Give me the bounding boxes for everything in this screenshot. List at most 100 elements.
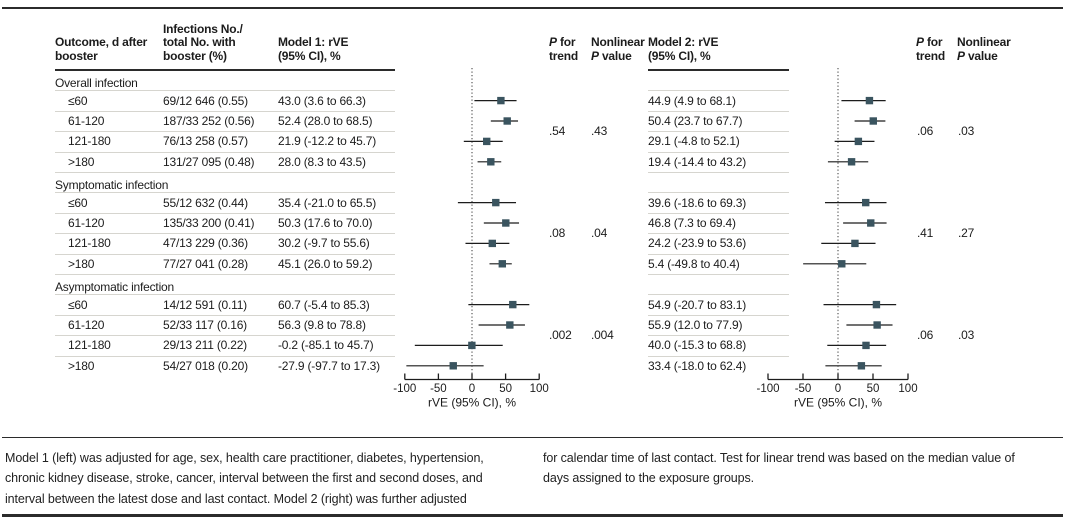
p-trend-value-model2: .06 bbox=[917, 124, 934, 139]
header-underline-model2-table bbox=[648, 69, 789, 71]
row-rule bbox=[55, 355, 395, 357]
forest-marker-model1 bbox=[487, 158, 495, 166]
row-rule bbox=[55, 233, 395, 235]
row-outcome-label: ≤60 bbox=[68, 93, 88, 108]
row-outcome-label: 61-120 bbox=[68, 114, 105, 128]
forest-marker-model2 bbox=[857, 362, 866, 370]
row-model1-value: 28.0 (8.3 to 43.5) bbox=[278, 154, 366, 169]
col-header-p-trend-model1: P for trend bbox=[549, 35, 579, 63]
forest-marker-model2 bbox=[865, 96, 874, 105]
p-trend-value-model1: .002 bbox=[549, 328, 572, 343]
x-axis-tick-label-model2: 100 bbox=[898, 383, 917, 395]
row-rule-model2 bbox=[648, 233, 789, 235]
p-trend-value-model1: .08 bbox=[549, 226, 566, 241]
row-model1-value: 56.3 (9.8 to 78.8) bbox=[278, 318, 366, 332]
row-rule bbox=[55, 151, 395, 153]
row-outcome-label: 121-180 bbox=[68, 338, 111, 353]
row-model2-value: 46.8 (7.3 to 69.4) bbox=[648, 216, 736, 230]
row-model2-value: 19.4 (-14.4 to 43.2) bbox=[648, 154, 747, 169]
row-infections-value: 76/13 258 (0.57) bbox=[163, 134, 248, 149]
row-rule-model2 bbox=[648, 90, 789, 92]
row-rule-model2 bbox=[648, 294, 789, 296]
forest-marker-model2 bbox=[872, 300, 881, 309]
forest-marker-model2 bbox=[862, 198, 870, 207]
x-axis-title-model2: rVE (95% CI), % bbox=[794, 396, 882, 410]
row-outcome-label: >180 bbox=[68, 154, 95, 169]
row-infections-value: 135/33 200 (0.41) bbox=[163, 216, 255, 230]
row-outcome-label: ≤60 bbox=[68, 195, 88, 210]
row-outcome-label: >180 bbox=[68, 358, 95, 373]
forest-marker-model1 bbox=[506, 321, 514, 329]
row-infections-value: 131/27 095 (0.48) bbox=[163, 154, 255, 169]
forest-marker-model1 bbox=[492, 198, 500, 207]
row-rule bbox=[55, 172, 395, 173]
row-model1-value: 45.1 (26.0 to 59.2) bbox=[278, 256, 373, 271]
row-infections-value: 47/13 229 (0.36) bbox=[163, 236, 248, 251]
row-rule-model2 bbox=[648, 274, 789, 275]
row-model1-value: 35.4 (-21.0 to 65.5) bbox=[278, 195, 377, 210]
col-header-nonlinear-model1: Nonlinear P value bbox=[591, 35, 645, 63]
nonlinear-p-value-model2: .03 bbox=[958, 124, 975, 139]
forest-marker-model1 bbox=[483, 137, 491, 146]
col-header-p-trend-model2: P for trend bbox=[916, 35, 946, 63]
footnote-right: for calendar time of last contact. Test … bbox=[543, 451, 1015, 486]
row-rule-model2 bbox=[648, 355, 789, 357]
x-axis-tick-label-model2: 50 bbox=[867, 383, 880, 395]
row-model2-value: 55.9 (12.0 to 77.9) bbox=[648, 318, 743, 332]
p-trend-value-model1: .54 bbox=[549, 124, 566, 139]
nonlinear-p-value-model1: .004 bbox=[591, 328, 614, 343]
forest-marker-model1 bbox=[509, 300, 517, 309]
forest-marker-model2 bbox=[847, 158, 856, 166]
row-model2-value: 29.1 (-4.8 to 52.1) bbox=[648, 134, 740, 149]
forest-marker-model1 bbox=[468, 341, 476, 350]
x-axis-tick-label-model1: -100 bbox=[393, 383, 416, 395]
row-model1-value: 21.9 (-12.2 to 45.7) bbox=[278, 134, 377, 149]
forest-marker-model1 bbox=[503, 117, 511, 125]
forest-marker-model1 bbox=[488, 239, 496, 248]
row-model1-value: 52.4 (28.0 to 68.5) bbox=[278, 114, 373, 128]
p-trend-value-model2: .41 bbox=[917, 226, 934, 241]
forest-marker-model2 bbox=[854, 137, 863, 146]
forest-marker-model2 bbox=[851, 239, 859, 248]
nonlinear-p-value-model1: .43 bbox=[591, 124, 608, 139]
x-axis-tick-label-model2: 0 bbox=[835, 383, 841, 395]
col-header-model2: Model 2: rVE (95% CI), % bbox=[648, 35, 719, 63]
row-model2-value: 40.0 (-15.3 to 68.8) bbox=[648, 338, 747, 353]
row-model2-value: 33.4 (-18.0 to 62.4) bbox=[648, 358, 747, 373]
row-rule bbox=[55, 294, 395, 296]
row-rule bbox=[55, 253, 395, 255]
row-model1-value: -27.9 (-97.7 to 17.3) bbox=[278, 358, 380, 373]
col-header-infections: Infections No./ total No. with booster (… bbox=[163, 21, 243, 63]
row-rule-model2 bbox=[648, 335, 789, 337]
row-outcome-label: >180 bbox=[68, 256, 95, 271]
row-model1-value: 43.0 (3.6 to 66.3) bbox=[278, 93, 366, 108]
nonlinear-p-value-model2: .03 bbox=[958, 328, 975, 343]
footnote-left: Model 1 (left) was adjusted for age, sex… bbox=[5, 451, 484, 506]
row-model1-value: 60.7 (-5.4 to 85.3) bbox=[278, 297, 370, 312]
row-model1-value: -0.2 (-85.1 to 45.7) bbox=[278, 338, 374, 353]
x-axis-tick-label-model2: -100 bbox=[756, 383, 779, 395]
row-rule-model2 bbox=[648, 253, 789, 255]
row-infections-value: 52/33 117 (0.16) bbox=[163, 318, 247, 332]
nonlinear-p-value-model2: .27 bbox=[958, 226, 975, 241]
row-rule bbox=[55, 274, 395, 275]
row-model2-value: 50.4 (23.7 to 67.7) bbox=[648, 114, 743, 128]
x-axis-tick-label-model1: 0 bbox=[469, 383, 475, 395]
col-header-outcome: Outcome, d after booster bbox=[55, 35, 148, 63]
row-outcome-label: ≤60 bbox=[68, 297, 88, 312]
section-label: Overall infection bbox=[55, 75, 138, 90]
row-rule bbox=[55, 90, 395, 92]
forest-marker-model2 bbox=[869, 117, 877, 125]
row-model2-value: 39.6 (-18.6 to 69.3) bbox=[648, 195, 747, 210]
row-infections-value: 187/33 252 (0.56) bbox=[163, 114, 255, 128]
row-infections-value: 69/12 646 (0.55) bbox=[163, 93, 248, 108]
row-rule bbox=[55, 110, 395, 112]
row-rule bbox=[55, 192, 395, 194]
row-rule bbox=[55, 314, 395, 316]
row-infections-value: 55/12 632 (0.44) bbox=[163, 195, 248, 210]
forest-marker-model2 bbox=[873, 321, 881, 329]
row-infections-value: 14/12 591 (0.11) bbox=[163, 297, 247, 312]
row-rule-model2 bbox=[648, 314, 789, 316]
